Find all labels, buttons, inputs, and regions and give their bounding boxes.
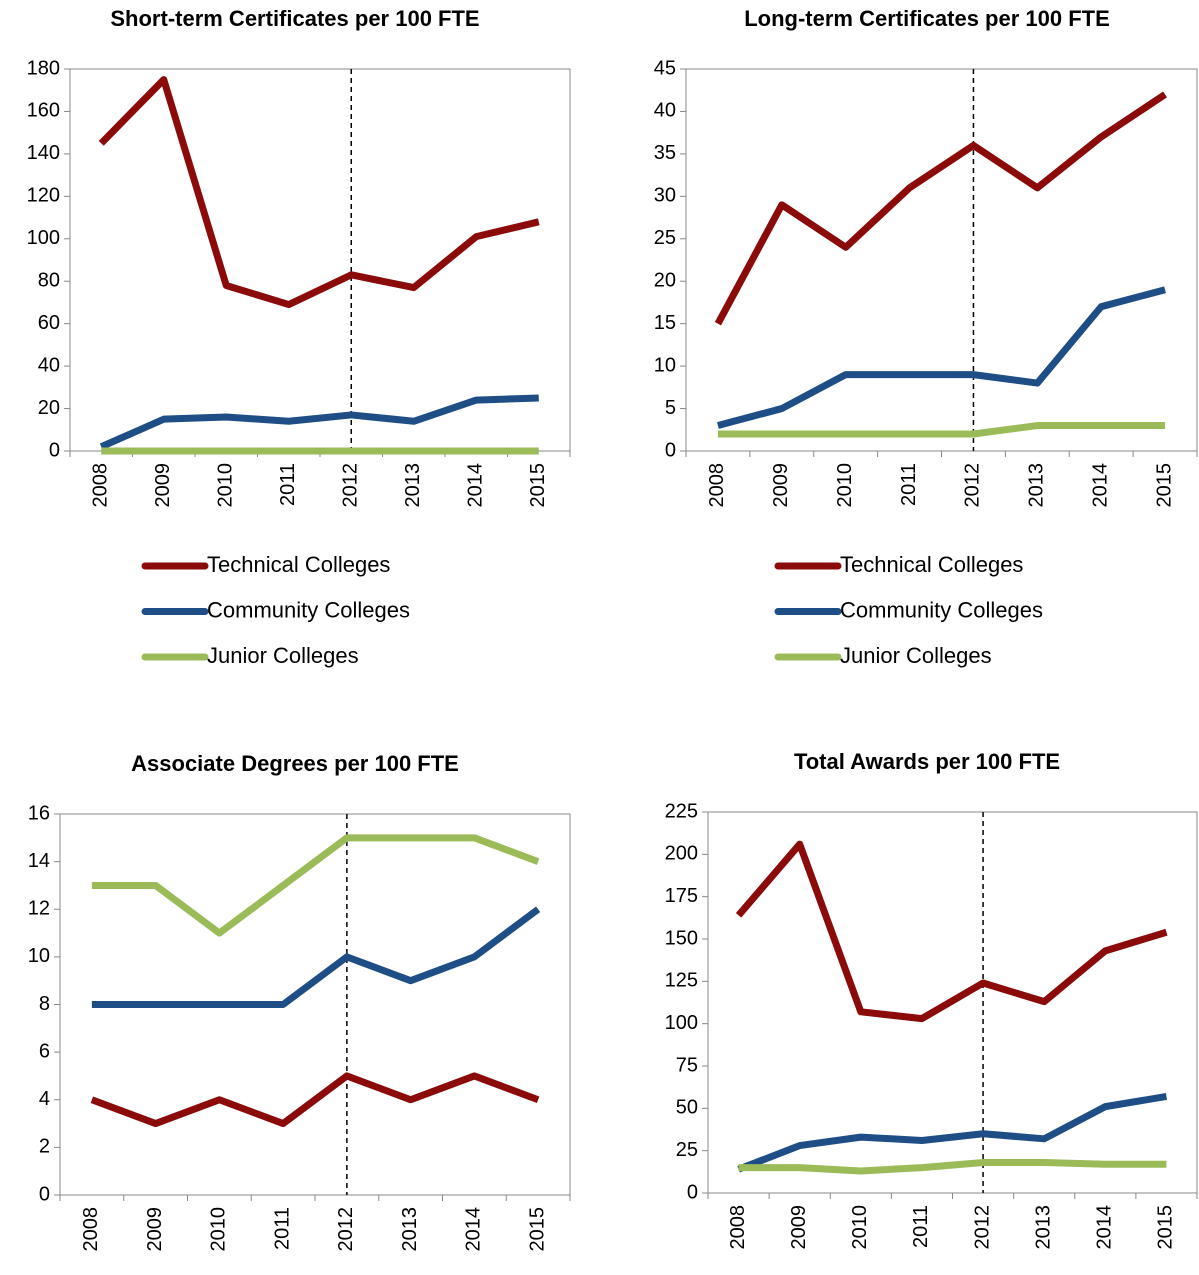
x-tick-label: 2008 (90, 463, 112, 508)
y-tick-label: 14 (28, 850, 50, 872)
x-tick-label: 2012 (971, 1205, 993, 1250)
y-tick-label: 25 (654, 227, 676, 249)
x-tick-label: 2012 (340, 463, 362, 508)
x-tick-label: 2015 (526, 1207, 548, 1252)
legend-label: Community Colleges (840, 597, 1043, 622)
chart: Long-term Certificates per 100 FTE 0 5 10 15… (654, 6, 1198, 668)
x-tick-label: 2013 (402, 463, 424, 508)
y-tick-label: 120 (27, 185, 60, 207)
x-tick-label: 2010 (208, 1207, 230, 1252)
y-tick-label: 80 (38, 270, 60, 292)
x-tick-label: 2010 (849, 1205, 871, 1250)
y-tick-label: 0 (687, 1181, 698, 1203)
y-tick-label: 2 (39, 1136, 50, 1158)
y-tick-label: 50 (676, 1097, 698, 1119)
series-line (737, 1093, 1168, 1173)
series-line (714, 91, 1167, 326)
y-tick-label: 0 (39, 1183, 50, 1205)
x-tick-label: 2011 (898, 463, 920, 506)
y-tick-label: 125 (665, 970, 698, 992)
y-tick-label: 35 (654, 142, 676, 164)
y-tick-label: 200 (665, 843, 698, 865)
x-tick-label: 2015 (1153, 463, 1175, 508)
chart-title: Long-term Certificates per 100 FTE (744, 6, 1110, 31)
x-tick-label: 2015 (527, 463, 549, 508)
y-tick-label: 100 (665, 1012, 698, 1034)
x-tick-label: 2011 (271, 1207, 293, 1250)
series-line (735, 840, 1168, 1023)
y-tick-label: 12 (28, 898, 50, 920)
x-tick-label: 2011 (277, 463, 299, 506)
y-tick-label: 60 (38, 312, 60, 334)
x-tick-label: 2009 (788, 1205, 810, 1250)
x-tick-label: 2008 (80, 1207, 102, 1252)
x-tick-label: 2013 (399, 1207, 421, 1252)
y-tick-label: 20 (654, 270, 676, 292)
series-line (98, 76, 540, 309)
y-tick-label: 175 (665, 885, 698, 907)
y-tick-label: 30 (654, 185, 676, 207)
y-tick-label: 180 (27, 57, 60, 79)
y-tick-label: 100 (27, 227, 60, 249)
x-tick-label: 2009 (770, 463, 792, 508)
x-tick-label: 2014 (463, 1207, 485, 1252)
y-tick-label: 225 (665, 800, 698, 822)
y-tick-label: 45 (654, 57, 676, 79)
chart-title: Short-term Certificates per 100 FTE (110, 6, 479, 31)
y-tick-label: 40 (654, 100, 676, 122)
y-tick-label: 150 (665, 927, 698, 949)
chart: Short-term Certificates per 100 FTE 0 20 40… (27, 6, 571, 668)
plot-area (69, 68, 571, 452)
chart: Total Awards per 100 FTE 0 25 50 75 100 125 150… (665, 749, 1198, 1250)
y-tick-label: 160 (27, 100, 60, 122)
legend-label: Junior Colleges (207, 643, 359, 668)
x-tick-label: 2011 (910, 1205, 932, 1248)
x-tick-label: 2009 (144, 1207, 166, 1252)
y-tick-label: 10 (654, 354, 676, 376)
series-line (91, 906, 541, 1008)
chart-title: Total Awards per 100 FTE (794, 749, 1060, 774)
x-tick-label: 2008 (727, 1205, 749, 1250)
series-line (738, 1159, 1167, 1175)
legend-label: Technical Colleges (840, 552, 1023, 577)
y-tick-label: 10 (28, 945, 50, 967)
series-line (99, 394, 539, 450)
x-tick-label: 2012 (335, 1207, 357, 1252)
x-tick-label: 2010 (834, 463, 856, 508)
series-line (90, 1072, 540, 1128)
chart-title: Associate Degrees per 100 FTE (131, 751, 459, 776)
x-tick-label: 2010 (215, 463, 237, 508)
y-tick-label: 40 (38, 354, 60, 376)
y-tick-label: 8 (39, 993, 50, 1015)
legend-label: Technical Colleges (207, 552, 390, 577)
x-tick-label: 2008 (706, 463, 728, 508)
x-tick-label: 2012 (962, 463, 984, 508)
series-line (717, 286, 1166, 429)
x-tick-label: 2009 (152, 463, 174, 508)
y-tick-label: 5 (665, 397, 676, 419)
x-tick-label: 2014 (465, 463, 487, 508)
x-tick-label: 2013 (1026, 463, 1048, 508)
x-tick-label: 2013 (1032, 1205, 1054, 1250)
chart: Associate Degrees per 100 FTE 0 2 4 6 8 10 12 14… (28, 751, 571, 1252)
y-tick-label: 0 (49, 439, 60, 461)
y-tick-label: 75 (676, 1054, 698, 1076)
legend-label: Community Colleges (207, 597, 410, 622)
y-tick-label: 6 (39, 1040, 50, 1062)
x-tick-label: 2015 (1155, 1205, 1177, 1250)
y-tick-label: 4 (39, 1088, 50, 1110)
series-line (717, 422, 1166, 438)
y-tick-label: 15 (654, 312, 676, 334)
x-tick-label: 2014 (1094, 1205, 1116, 1250)
y-tick-label: 0 (665, 439, 676, 461)
y-tick-label: 16 (28, 802, 50, 824)
y-tick-label: 140 (27, 142, 60, 164)
y-tick-label: 25 (676, 1139, 698, 1161)
series-line (91, 834, 540, 937)
legend-label: Junior Colleges (840, 643, 992, 668)
y-tick-label: 20 (38, 397, 60, 419)
x-tick-label: 2014 (1089, 463, 1111, 508)
